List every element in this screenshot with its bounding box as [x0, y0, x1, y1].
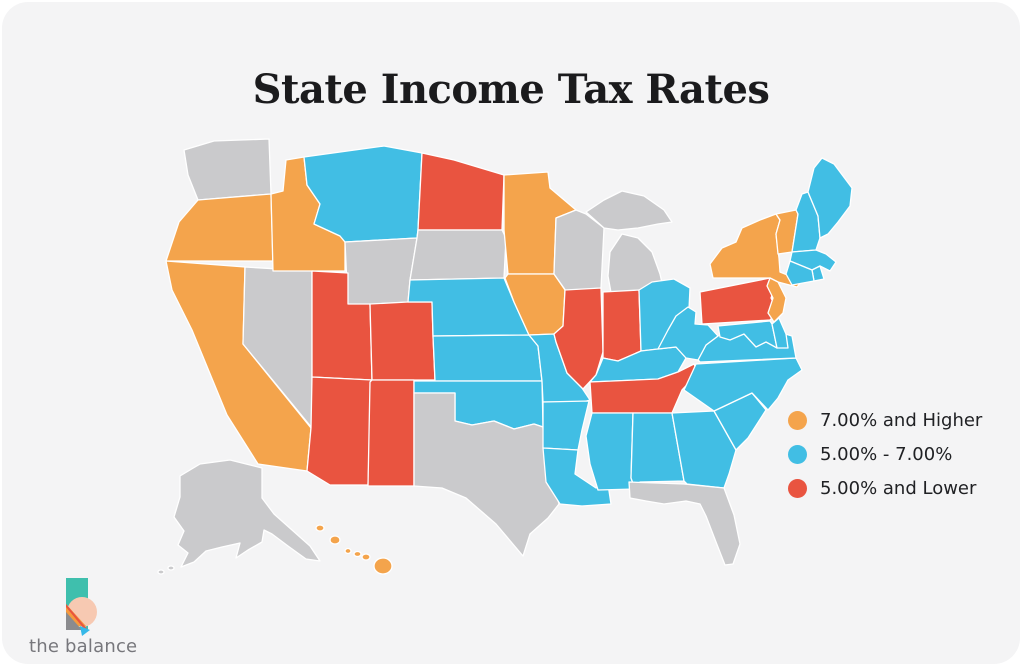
- legend-dot-mid-icon: [788, 445, 807, 464]
- state-mt: Montana: [303, 145, 423, 243]
- state-wy: Wyoming: [344, 237, 418, 307]
- state-or: Oregon: [165, 193, 274, 262]
- state-nd: North Dakota: [417, 152, 505, 231]
- state-fl: Florida: [628, 481, 741, 566]
- state-nm: New Mexico: [367, 379, 415, 487]
- legend-label-high: 7.00% and Higher: [820, 409, 983, 431]
- state-ak: Alaska: [157, 459, 321, 575]
- state-wa: Washington: [183, 138, 272, 201]
- legend-label-low: 5.00% and Lower: [820, 477, 977, 499]
- state-in: Indiana: [602, 289, 642, 362]
- state-sd: South Dakota: [409, 229, 507, 281]
- state-ar: Arkansas: [542, 400, 590, 451]
- state-ct: Connecticut: [785, 260, 815, 286]
- state-la: Louisiana: [542, 447, 612, 507]
- legend-dot-high-icon: [788, 411, 807, 430]
- state-az: Arizona: [306, 376, 373, 486]
- state-me: Maine: [807, 157, 853, 239]
- state-co: Colorado: [369, 301, 436, 381]
- state-wv: West Virginia: [657, 306, 719, 361]
- legend-dot-low-icon: [788, 479, 807, 498]
- legend-row-mid: 5.00% - 7.00%: [788, 445, 982, 464]
- page-title: State Income Tax Rates: [252, 66, 770, 113]
- legend-label-mid: 5.00% - 7.00%: [820, 443, 953, 465]
- state-ms: Mississippi: [585, 412, 636, 491]
- state-ks: Kansas: [432, 334, 543, 382]
- the-balance-logo: the balance: [29, 576, 169, 660]
- legend: 7.00% and Higher 5.00% - 7.00% 5.00% and…: [788, 411, 982, 498]
- state-nj: New Jersey: [766, 277, 787, 323]
- legend-row-low: 5.00% and Lower: [788, 479, 982, 498]
- state-nc: North Carolina: [683, 357, 803, 412]
- us-map-container: WashingtonOregonCaliforniaNevadaIdahoMon…: [152, 130, 872, 582]
- the-balance-logo-icon: [66, 578, 97, 636]
- the-balance-logo-text: the balance: [29, 636, 138, 657]
- us-map: WashingtonOregonCaliforniaNevadaIdahoMon…: [157, 138, 853, 575]
- state-wi: Wisconsin: [553, 209, 605, 292]
- state-il: Illinois: [553, 287, 604, 390]
- state-pa: Pennsylvania: [699, 277, 779, 325]
- state-hi: Hawaii: [315, 524, 393, 575]
- legend-row-high: 7.00% and Higher: [788, 411, 982, 430]
- state-md: Maryland: [717, 320, 778, 349]
